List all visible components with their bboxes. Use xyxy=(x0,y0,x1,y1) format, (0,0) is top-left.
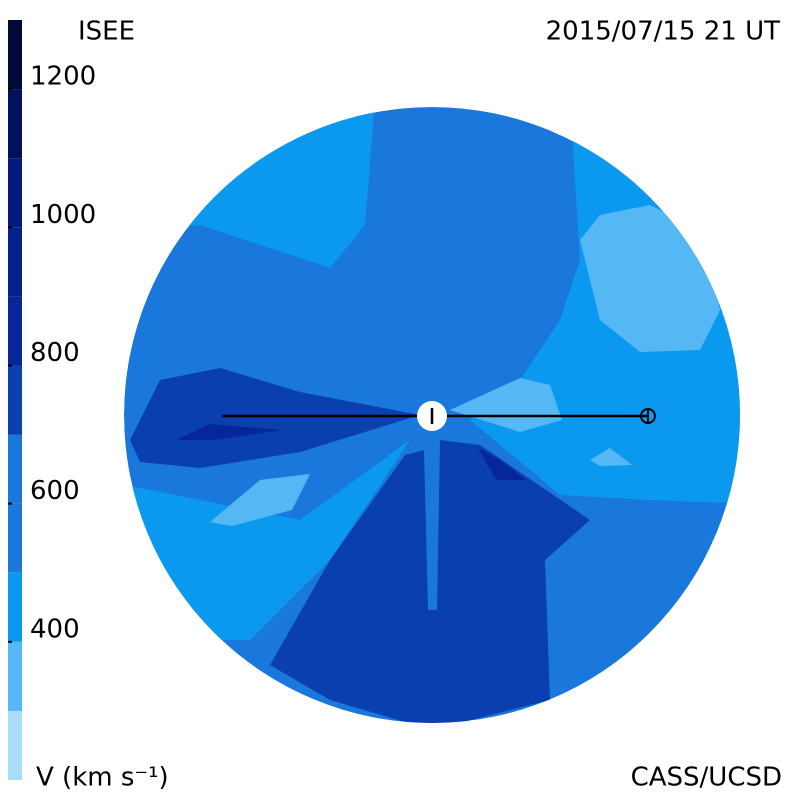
colorbar-tick-label: 400 xyxy=(30,614,80,644)
map-region xyxy=(580,205,720,352)
overlay xyxy=(222,401,656,431)
colorbar-tick-label: 1000 xyxy=(30,200,96,230)
colorbar-band xyxy=(8,227,22,297)
chart-title: ISEE xyxy=(78,17,135,47)
colorbar-band xyxy=(8,365,22,435)
colorbar-label: V (km s⁻¹) xyxy=(36,763,169,793)
colorbar-band xyxy=(8,20,22,90)
map-region xyxy=(270,440,590,723)
colorbar-tick-label: 800 xyxy=(30,338,80,368)
map-region xyxy=(450,378,562,432)
colorbar-band xyxy=(8,434,22,504)
colorbar-band xyxy=(8,641,22,711)
chart-subtitle: 2015/07/15 21 UT xyxy=(546,17,780,47)
credit: CASS/UCSD xyxy=(631,763,782,793)
map-region xyxy=(590,448,632,466)
map-region xyxy=(176,424,282,440)
colorbar-band xyxy=(8,158,22,228)
colorbar-band xyxy=(8,572,22,642)
map-region xyxy=(210,474,310,526)
colorbar-band xyxy=(8,503,22,573)
colorbar-band xyxy=(8,710,22,780)
map-region xyxy=(478,448,526,480)
colorbar-tick-label: 600 xyxy=(30,476,80,506)
colorbar-band xyxy=(8,89,22,159)
colorbar-tick-label: 1200 xyxy=(30,62,96,92)
map-region xyxy=(130,368,420,468)
colorbar-band xyxy=(8,296,22,366)
